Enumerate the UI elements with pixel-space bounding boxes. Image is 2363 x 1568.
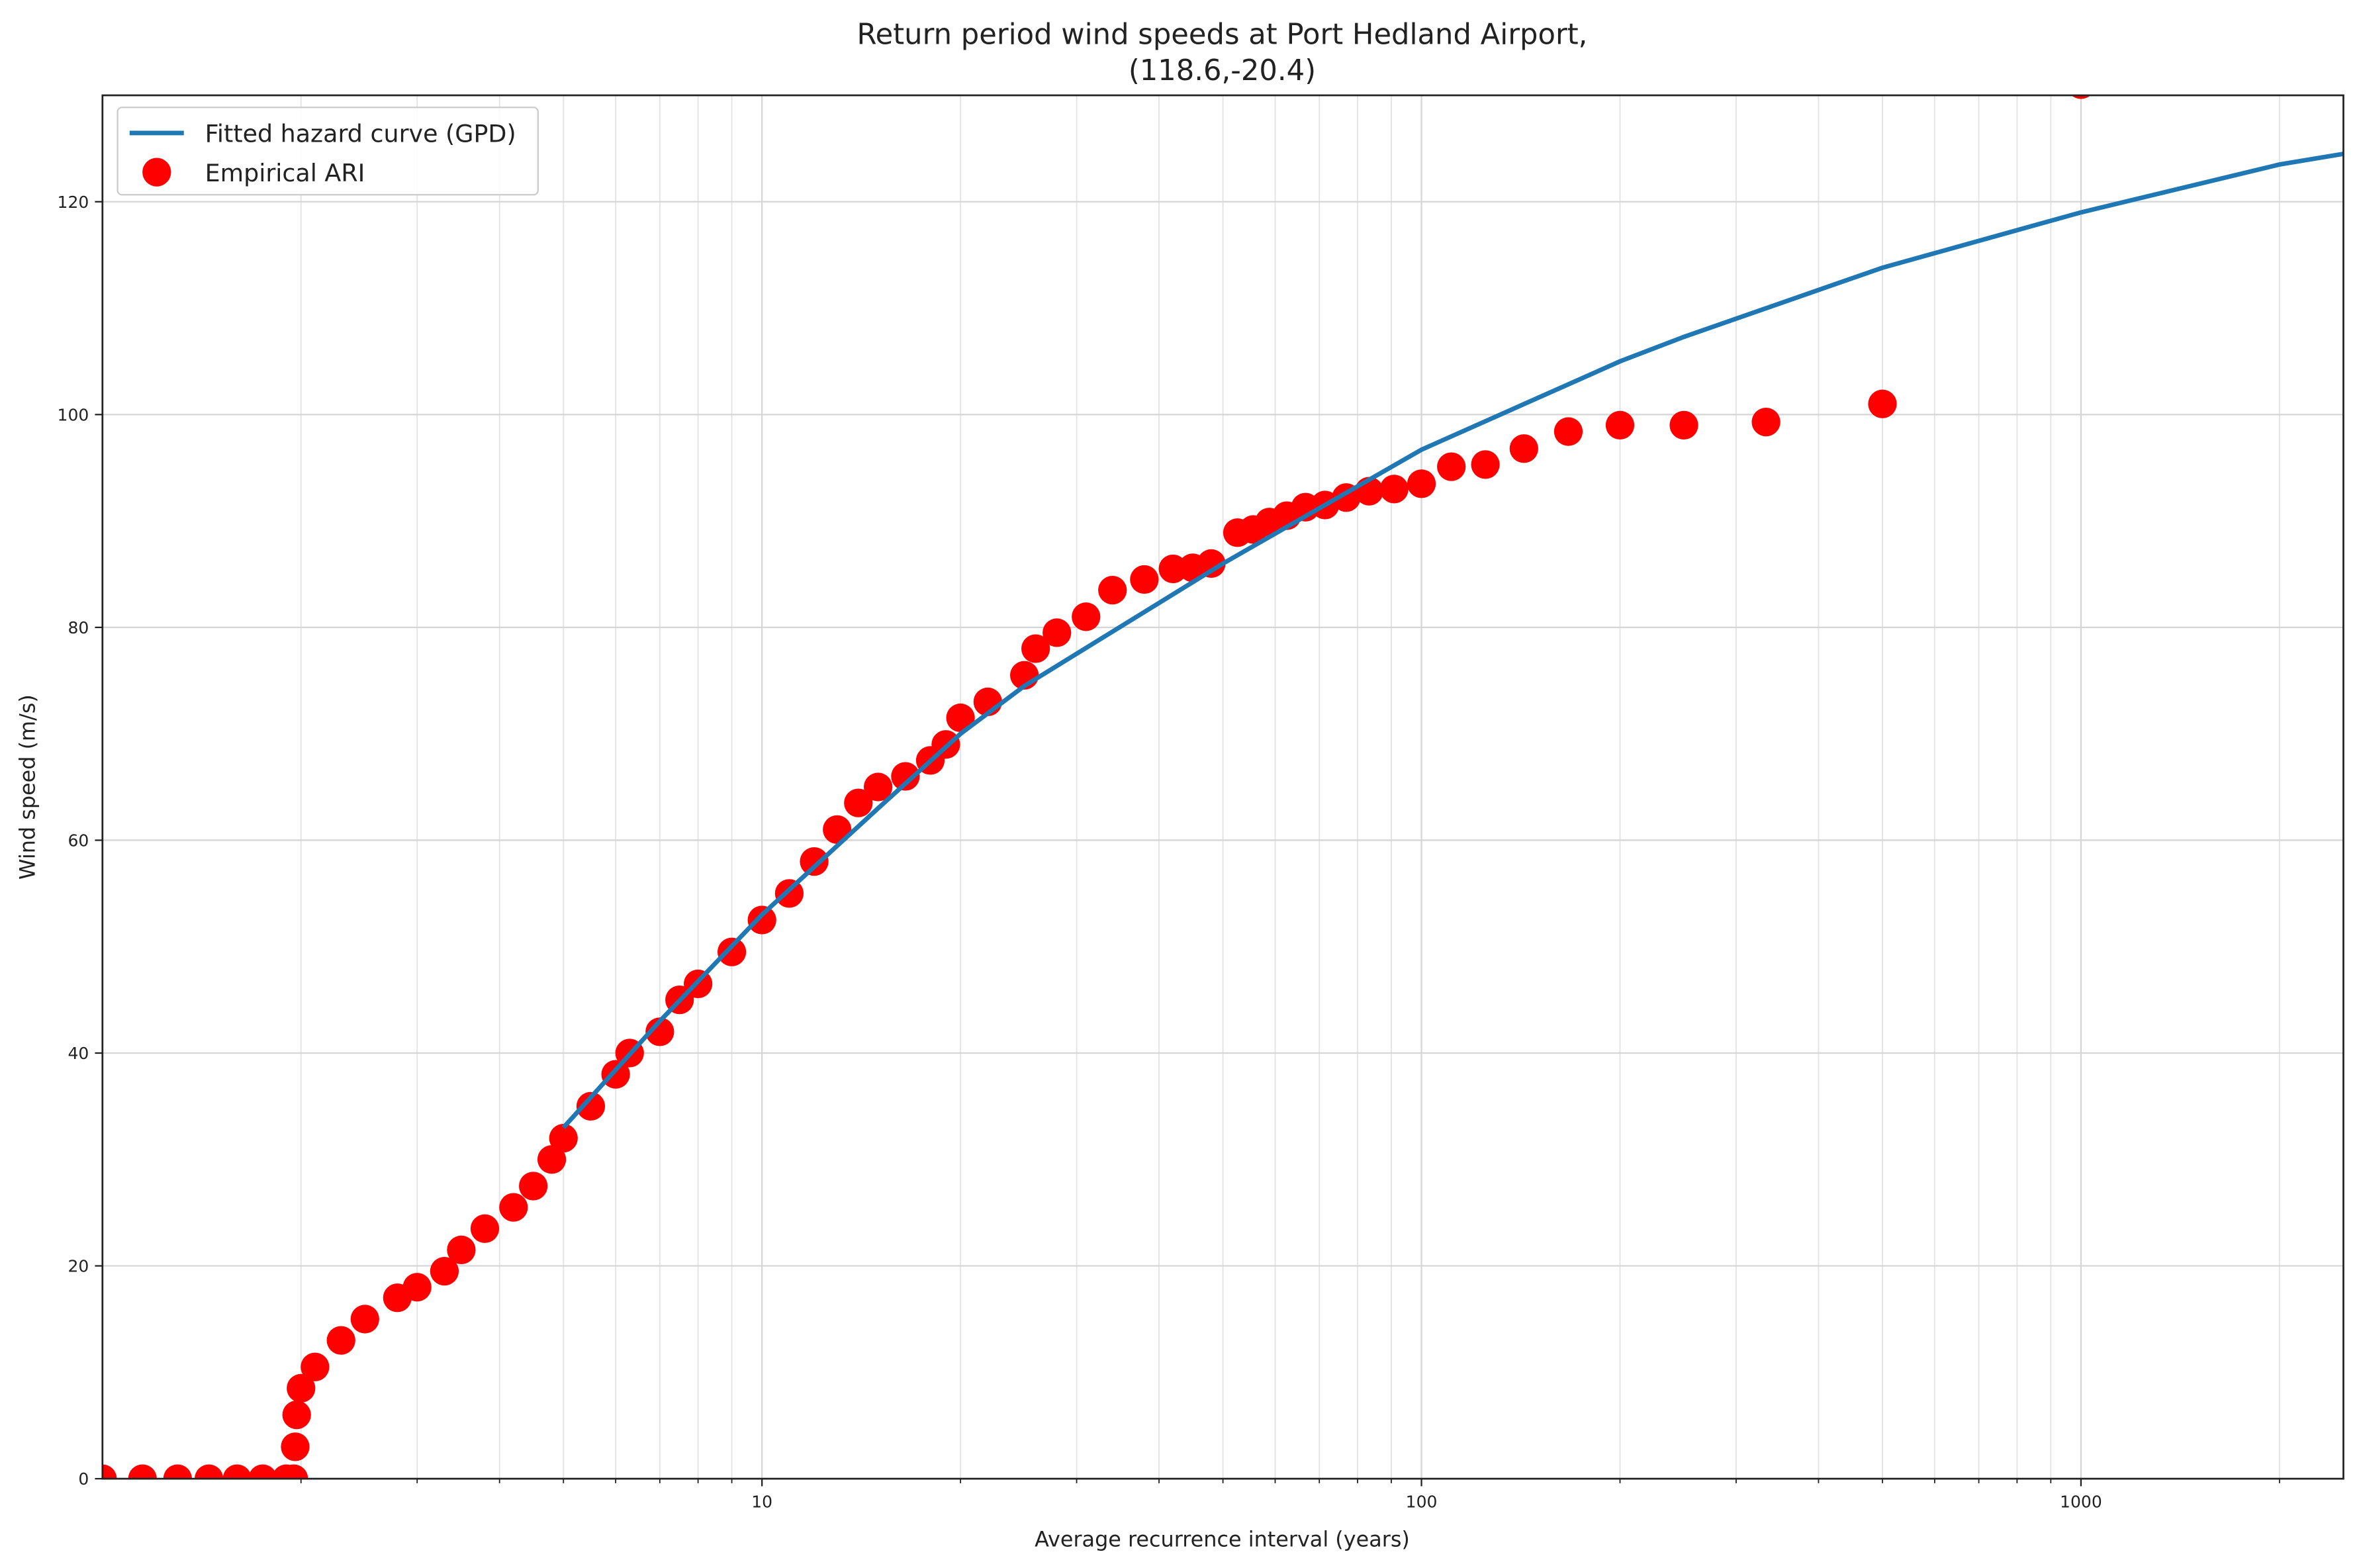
x-tick-label: 100	[1406, 1492, 1438, 1511]
empirical-point	[717, 937, 747, 966]
empirical-point	[2071, 95, 2091, 99]
empirical-point	[222, 1464, 252, 1479]
empirical-point	[1509, 434, 1538, 463]
empirical-point	[601, 1060, 630, 1089]
empirical-point	[281, 1432, 310, 1461]
empirical-point	[1669, 410, 1698, 440]
empirical-point	[279, 1464, 308, 1479]
empirical-point	[1751, 407, 1781, 437]
empirical-point	[430, 1256, 459, 1286]
empirical-point	[282, 1401, 311, 1430]
legend-swatch	[142, 158, 171, 187]
legend-label: Empirical ARI	[205, 159, 365, 187]
y-tick-label: 20	[68, 1257, 89, 1276]
y-tick-label: 40	[68, 1044, 89, 1063]
legend-label: Fitted hazard curve (GPD)	[205, 120, 516, 148]
axes: 10 100 1000 0 20 40 60 80 100 120	[58, 193, 2280, 1511]
legend: Fitted hazard curve (GPD) Empirical ARI	[116, 107, 539, 196]
empirical-point	[1098, 575, 1127, 605]
empirical-point	[163, 1464, 192, 1479]
empirical-point	[1072, 602, 1101, 631]
empirical-point	[326, 1326, 355, 1355]
y-tick-label: 120	[58, 193, 89, 212]
empirical-point	[537, 1145, 567, 1174]
chart-subtitle: (118.6,-20.4)	[1129, 54, 1316, 87]
empirical-point	[499, 1193, 528, 1222]
empirical-point	[800, 847, 829, 876]
empirical-point	[1471, 450, 1500, 479]
empirical-point	[1130, 565, 1159, 594]
empirical-point	[1868, 389, 1897, 418]
empirical-point	[1197, 549, 1226, 578]
empirical-point	[864, 772, 893, 802]
empirical-point	[301, 1352, 330, 1381]
empirical-point	[248, 1464, 277, 1479]
empirical-point	[1021, 634, 1050, 663]
empirical-point	[519, 1172, 548, 1201]
chart-title: Return period wind speeds at Port Hedlan…	[857, 19, 1588, 52]
empirical-point	[576, 1091, 606, 1121]
empirical-point	[1407, 469, 1436, 498]
empirical-point	[747, 905, 776, 935]
y-tick-label: 80	[68, 618, 89, 637]
y-axis-label: Wind speed (m/s)	[15, 694, 40, 880]
empirical-point	[844, 788, 873, 817]
x-axis-label: Average recurrence interval (years)	[1035, 1527, 1410, 1552]
empirical-point	[1605, 410, 1635, 440]
empirical-point	[891, 762, 920, 791]
empirical-point	[350, 1305, 379, 1334]
empirical-point	[470, 1214, 500, 1243]
empirical-point	[447, 1235, 476, 1265]
legend-box	[116, 107, 539, 196]
empirical-point	[287, 1373, 316, 1403]
y-tick-label: 0	[78, 1469, 89, 1489]
empirical-point	[402, 1273, 432, 1302]
empirical-point	[1437, 452, 1466, 481]
plot-area	[102, 95, 2344, 1479]
empirical-point	[1042, 618, 1072, 647]
empirical-point	[946, 703, 975, 733]
y-tick-label: 100	[58, 405, 89, 424]
y-tick-label: 60	[68, 831, 89, 851]
empirical-point	[774, 879, 804, 908]
empirical-point	[645, 1017, 674, 1046]
empirical-point	[128, 1464, 157, 1479]
x-tick-label: 1000	[2060, 1492, 2102, 1511]
empirical-point	[549, 1123, 578, 1153]
empirical-point	[1379, 475, 1409, 504]
empirical-point	[102, 1464, 117, 1479]
plot-frame	[101, 94, 2344, 1480]
x-tick-label: 10	[751, 1492, 772, 1511]
fitted-curve	[561, 152, 2344, 1129]
empirical-point	[1553, 417, 1583, 446]
empirical-point	[194, 1464, 224, 1479]
